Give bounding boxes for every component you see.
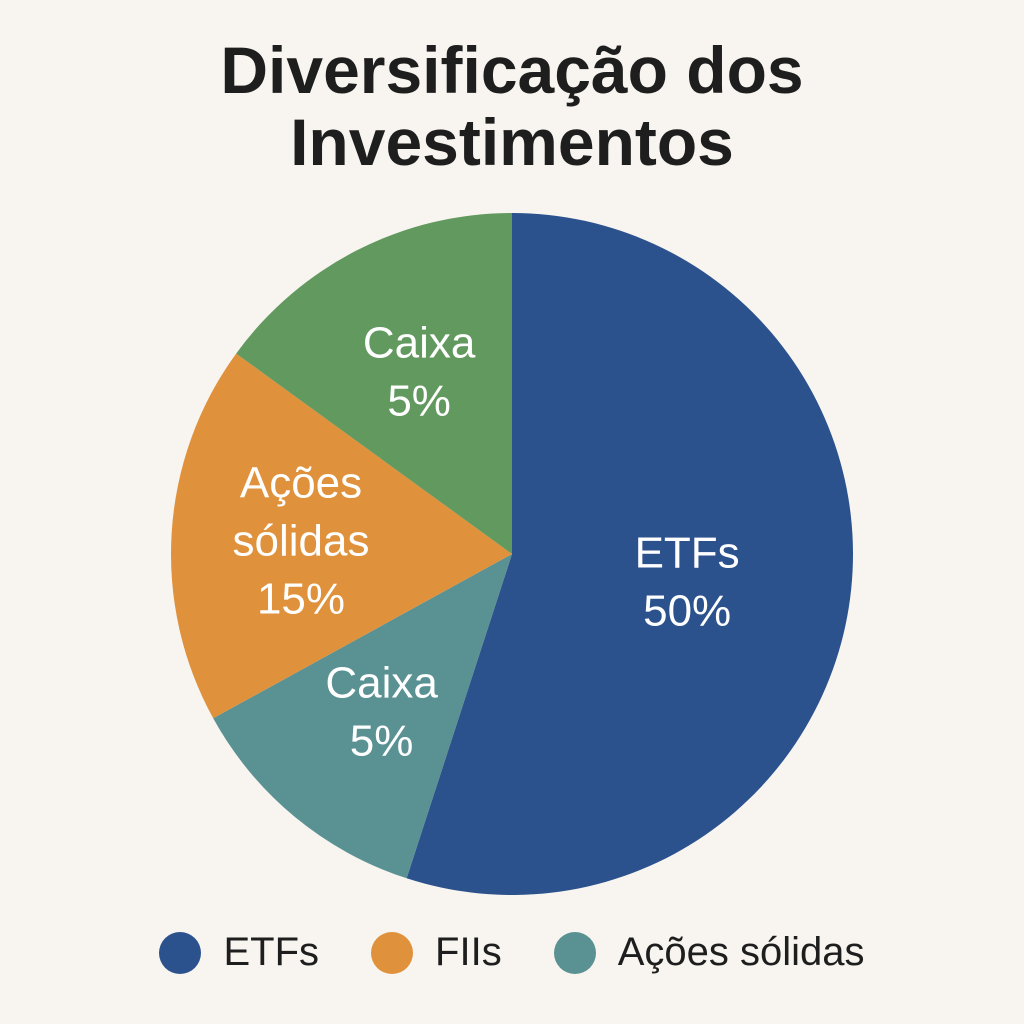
slice-label-1: ETFs 50% xyxy=(635,529,740,636)
pie-slice-3 xyxy=(171,353,512,719)
slice-label-3: Ações sólidas 15% xyxy=(233,459,370,624)
pie-slice-4 xyxy=(236,213,513,554)
slice-label-3-line-3: 15% xyxy=(257,575,345,624)
legend-item-1: ETFs xyxy=(159,930,319,975)
legend-label-3: Ações sólidas xyxy=(617,930,865,974)
legend-swatch-2 xyxy=(371,931,414,974)
slice-label-4: Caixa 5% xyxy=(363,319,476,426)
legend-swatch-1 xyxy=(159,931,202,974)
slice-label-2-line-1: Caixa xyxy=(325,659,438,708)
pie-slice-2 xyxy=(213,554,512,879)
chart-title-line-2: Investimentos xyxy=(290,105,734,179)
slice-label-4-line-2: 5% xyxy=(387,377,451,426)
chart-legend: ETFs FIIs Ações sólidas xyxy=(0,930,1024,975)
legend-label-1: ETFs xyxy=(223,930,320,974)
slice-label-2: Caixa 5% xyxy=(325,659,438,766)
legend-item-3: Ações sólidas xyxy=(553,930,865,975)
slice-label-1-line-1: ETFs xyxy=(635,529,740,578)
chart-title: Diversificação dos Investimentos xyxy=(0,34,1024,178)
pie-slice-1 xyxy=(406,213,854,895)
legend-swatch-3 xyxy=(553,931,596,974)
slice-label-1-line-2: 50% xyxy=(643,587,731,636)
slice-label-3-line-2: sólidas xyxy=(233,517,370,566)
chart-title-line-1: Diversificação dos xyxy=(220,33,804,107)
slice-label-2-line-2: 5% xyxy=(350,717,414,766)
legend-label-2: FIIs xyxy=(435,930,502,974)
slice-label-4-line-1: Caixa xyxy=(363,319,476,368)
slice-label-3-line-1: Ações xyxy=(240,459,362,508)
legend-item-2: FIIs xyxy=(371,930,502,975)
